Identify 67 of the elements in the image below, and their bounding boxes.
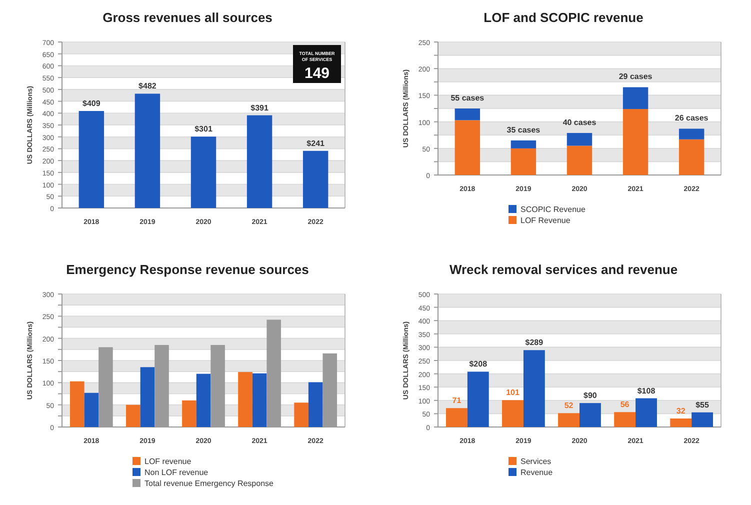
data-label: $482: [138, 82, 157, 91]
data-label: 32: [676, 406, 686, 416]
legend-label: Non LOF revenue: [144, 468, 209, 477]
data-label: $289: [525, 338, 544, 348]
chart-title: Emergency Response revenue sources: [66, 262, 309, 277]
legend-label: Services: [520, 457, 552, 466]
bar: [252, 373, 267, 427]
bar: [622, 87, 648, 110]
bar: [566, 146, 592, 175]
bar: [678, 128, 704, 140]
bar: [294, 402, 308, 427]
chart-title: Gross revenues all sources: [102, 10, 272, 25]
bar: [580, 403, 601, 427]
data-label: $391: [250, 103, 269, 112]
bar: [140, 367, 155, 427]
data-label: 56: [620, 400, 630, 410]
legend-label: Revenue: [520, 468, 554, 477]
annotation: 29 cases: [618, 72, 653, 82]
bar: [308, 382, 323, 427]
bar: [670, 418, 692, 427]
bar: [636, 398, 657, 427]
bar: [454, 120, 480, 175]
annotation: 35 cases: [506, 125, 541, 134]
chart-title: Wreck removal services and revenue: [449, 262, 678, 277]
bar: [126, 404, 140, 427]
bar: [302, 150, 328, 208]
annotation: 40 cases: [562, 118, 597, 127]
data-label: $301: [194, 124, 213, 134]
bar: [78, 111, 104, 208]
bar: [182, 400, 196, 427]
legend-label: SCOPIC Revenue: [520, 205, 586, 214]
bar: [622, 109, 648, 175]
data-label: $90: [584, 391, 598, 400]
bar: [523, 350, 545, 427]
bar: [70, 381, 84, 427]
legend-label: LOF revenue: [144, 457, 192, 466]
bar: [454, 108, 480, 120]
data-label: 101: [506, 388, 520, 398]
annotation: 149: [304, 65, 330, 82]
data-label: 71: [452, 396, 462, 406]
bar: [190, 136, 216, 208]
bar: [678, 139, 704, 175]
bar: [510, 140, 536, 148]
data-label: $108: [637, 386, 656, 396]
bar: [558, 413, 580, 427]
bar: [502, 400, 524, 427]
legend-label: LOF Revenue: [520, 216, 571, 225]
bar: [446, 408, 468, 427]
bar: [84, 392, 99, 427]
data-label: $409: [82, 99, 101, 108]
data-label: $208: [469, 360, 488, 369]
bar: [692, 412, 714, 427]
data-label: $55: [696, 400, 710, 410]
data-label: 52: [564, 401, 574, 410]
bar: [510, 148, 536, 175]
data-label: $241: [306, 138, 326, 148]
bar: [614, 412, 636, 427]
bar: [238, 372, 252, 427]
annotation: 55 cases: [450, 94, 485, 102]
bar: [566, 132, 592, 146]
annotation: 26 cases: [674, 114, 709, 123]
bar: [196, 374, 211, 427]
chart-title: LOF and SCOPIC revenue: [484, 10, 644, 25]
legend-label: Total revenue Emergency Response: [144, 479, 274, 488]
bar: [246, 115, 272, 208]
bar: [467, 372, 489, 427]
bar: [134, 94, 160, 208]
